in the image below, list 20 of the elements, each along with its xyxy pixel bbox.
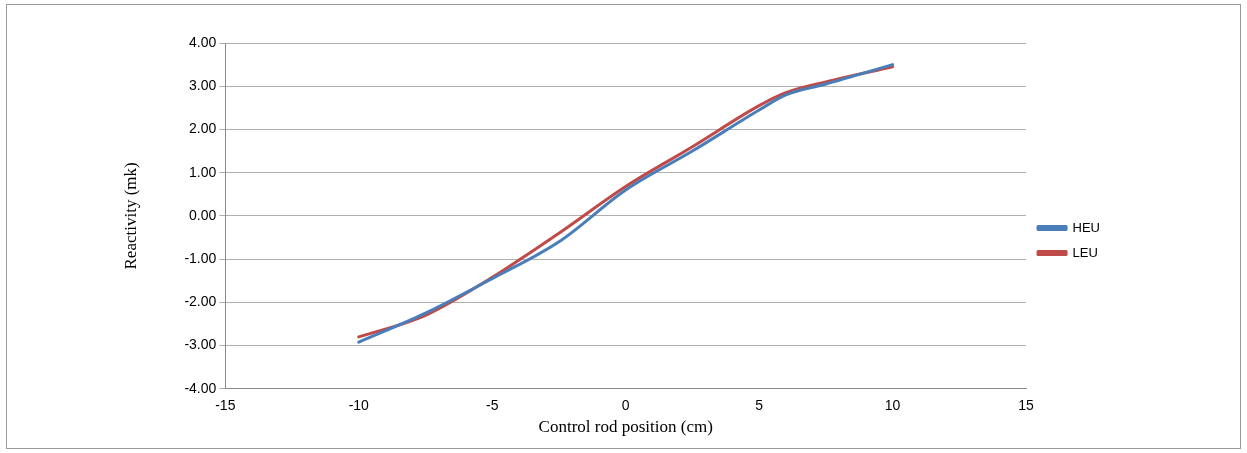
legend-label: LEU [1072,244,1098,260]
y-tick-label: 0.00 [189,206,217,223]
x-tick-label: 15 [1018,397,1035,414]
x-tick-label: 5 [755,397,764,414]
legend-label: HEU [1072,219,1101,235]
x-tick-label: -10 [348,397,370,414]
y-tick-label: -4.00 [184,379,217,396]
x-axis-title: Control rod position (cm) [538,417,713,437]
y-tick-label: 3.00 [189,77,217,94]
y-tick-label: -3.00 [184,336,217,353]
x-tick-label: 10 [884,397,901,414]
y-tick-label: 2.00 [189,120,217,137]
x-tick-label: -15 [215,397,236,414]
y-tick-label: -1.00 [184,249,217,266]
x-tick-label: -5 [486,397,499,414]
y-tick-label: 1.00 [189,163,217,180]
y-tick-label: 4.00 [189,33,217,50]
x-tick-label: 0 [621,397,630,414]
y-axis-title: Reactivity (mk) [120,162,140,270]
y-tick-label: -2.00 [184,293,217,310]
